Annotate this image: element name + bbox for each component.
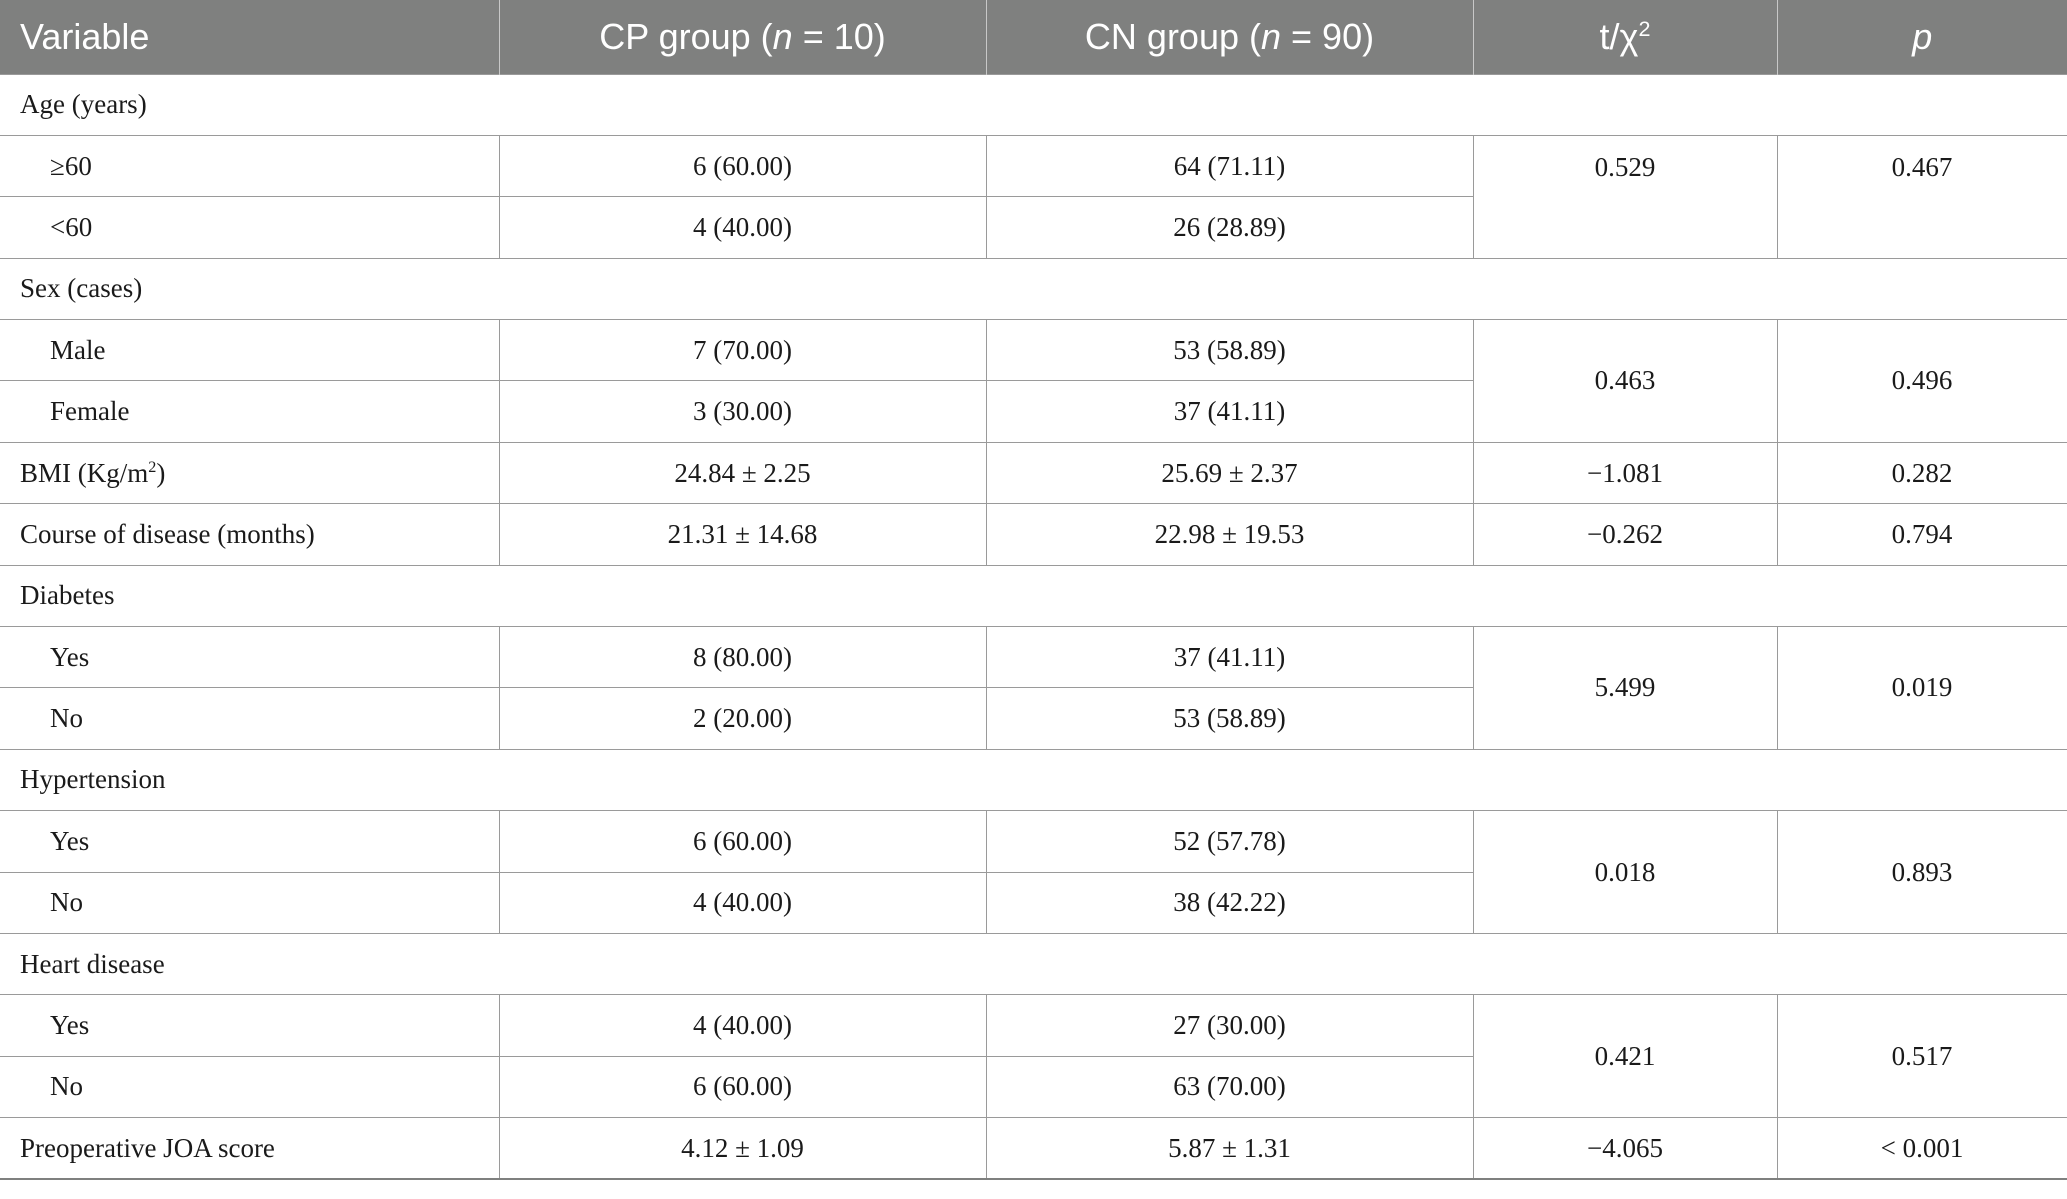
- section-row-sex: Sex (cases): [0, 257, 2067, 321]
- p-value: 0.496: [1776, 319, 2067, 443]
- cn-value: 37 (41.11): [985, 380, 1474, 443]
- table-row: Yes 4 (40.00) 27 (30.00) 0.421 0.517: [0, 994, 2067, 1119]
- row-label: <60: [0, 196, 500, 259]
- cn-value: 38 (42.22): [985, 871, 1474, 934]
- section-row-age: Age (years): [0, 73, 2067, 136]
- p-value: 0.282: [1776, 441, 2067, 505]
- cp-value: 4 (40.00): [498, 196, 987, 259]
- row-label: Yes: [0, 810, 500, 873]
- cp-value: 21.31 ± 14.68: [498, 503, 987, 566]
- cn-value: 52 (57.78): [985, 810, 1474, 873]
- row-label: ≥60: [0, 134, 500, 198]
- section-row-hypertension: Hypertension: [0, 748, 2067, 812]
- cp-value: 2 (20.00): [498, 687, 987, 750]
- cp-value: 4.12 ± 1.09: [498, 1117, 987, 1181]
- section-row-diabetes: Diabetes: [0, 564, 2067, 628]
- table-row: Yes 8 (80.00) 37 (41.11) 5.499 0.019: [0, 626, 2067, 750]
- cp-value: 7 (70.00): [498, 319, 987, 382]
- header-cn-group: CN group (n = 90): [985, 0, 1473, 74]
- row-label: BMI (Kg/m2): [0, 441, 500, 505]
- header-cp-group: CP group (n = 10): [498, 0, 986, 74]
- header-row: Variable CP group (n = 10) CN group (n =…: [0, 0, 2067, 74]
- p-value: 0.794: [1776, 503, 2067, 566]
- header-variable: Variable: [0, 0, 499, 74]
- stat-value: 0.463: [1472, 319, 1778, 443]
- stat-value: 5.499: [1472, 626, 1778, 750]
- row-label: Preoperative JOA score: [0, 1117, 500, 1181]
- stat-value: 0.529: [1472, 134, 1778, 259]
- section-label: Age (years): [0, 73, 2067, 136]
- row-label: Female: [0, 380, 500, 443]
- section-label: Diabetes: [0, 564, 2067, 628]
- table-row: Female 3 (30.00) 37 (41.11): [0, 380, 2067, 443]
- p-value: 0.467: [1776, 134, 2067, 259]
- section-label: Hypertension: [0, 748, 2067, 812]
- cn-value: 64 (71.11): [985, 134, 1474, 198]
- p-value: 0.517: [1776, 994, 2067, 1119]
- p-value: < 0.001: [1776, 1117, 2067, 1181]
- stat-value: 0.018: [1472, 810, 1778, 934]
- section-row-heart-disease: Heart disease: [0, 932, 2067, 996]
- table-row: Male 7 (70.00) 53 (58.89) 0.463 0.496: [0, 319, 2067, 443]
- cn-value: 37 (41.11): [985, 626, 1474, 689]
- table-row: No 6 (60.00) 63 (70.00): [0, 1055, 2067, 1119]
- row-label: Yes: [0, 626, 500, 689]
- stat-value: −0.262: [1472, 503, 1778, 566]
- p-value: 0.019: [1776, 626, 2067, 750]
- row-label: No: [0, 871, 500, 934]
- cp-value: 6 (60.00): [498, 134, 987, 198]
- cn-value: 5.87 ± 1.31: [985, 1117, 1474, 1181]
- cp-value: 4 (40.00): [498, 994, 987, 1057]
- stat-value: 0.421: [1472, 994, 1778, 1119]
- table-row: <60 4 (40.00) 26 (28.89): [0, 196, 2067, 259]
- cn-value: 53 (58.89): [985, 687, 1474, 750]
- cn-value: 53 (58.89): [985, 319, 1474, 382]
- table-row: No 2 (20.00) 53 (58.89): [0, 687, 2067, 750]
- header-test-statistic: t/χ2: [1472, 0, 1777, 74]
- cn-value: 25.69 ± 2.37: [985, 441, 1474, 505]
- row-label: No: [0, 1055, 500, 1119]
- stat-value: −4.065: [1472, 1117, 1778, 1181]
- table-row: No 4 (40.00) 38 (42.22): [0, 871, 2067, 934]
- table-row: ≥60 6 (60.00) 64 (71.11) 0.529 0.467: [0, 134, 2067, 259]
- table-row-joa: Preoperative JOA score 4.12 ± 1.09 5.87 …: [0, 1117, 2067, 1181]
- cn-value: 27 (30.00): [985, 994, 1474, 1057]
- stat-value: −1.081: [1472, 441, 1778, 505]
- cp-value: 24.84 ± 2.25: [498, 441, 987, 505]
- cp-value: 6 (60.00): [498, 1055, 987, 1119]
- section-label: Sex (cases): [0, 257, 2067, 321]
- table-row-bmi: BMI (Kg/m2) 24.84 ± 2.25 25.69 ± 2.37 −1…: [0, 441, 2067, 505]
- row-label: No: [0, 687, 500, 750]
- cp-value: 3 (30.00): [498, 380, 987, 443]
- p-value: 0.893: [1776, 810, 2067, 934]
- cn-value: 63 (70.00): [985, 1055, 1474, 1119]
- cp-value: 6 (60.00): [498, 810, 987, 873]
- cn-value: 26 (28.89): [985, 196, 1474, 259]
- cn-value: 22.98 ± 19.53: [985, 503, 1474, 566]
- table-row: Yes 6 (60.00) 52 (57.78) 0.018 0.893: [0, 810, 2067, 934]
- section-label: Heart disease: [0, 932, 2067, 996]
- table-row-course: Course of disease (months) 21.31 ± 14.68…: [0, 503, 2067, 566]
- row-label: Male: [0, 319, 500, 382]
- header-p-value: p: [1776, 0, 2067, 74]
- row-label: Course of disease (months): [0, 503, 500, 566]
- cp-value: 8 (80.00): [498, 626, 987, 689]
- cp-value: 4 (40.00): [498, 871, 987, 934]
- row-label: Yes: [0, 994, 500, 1057]
